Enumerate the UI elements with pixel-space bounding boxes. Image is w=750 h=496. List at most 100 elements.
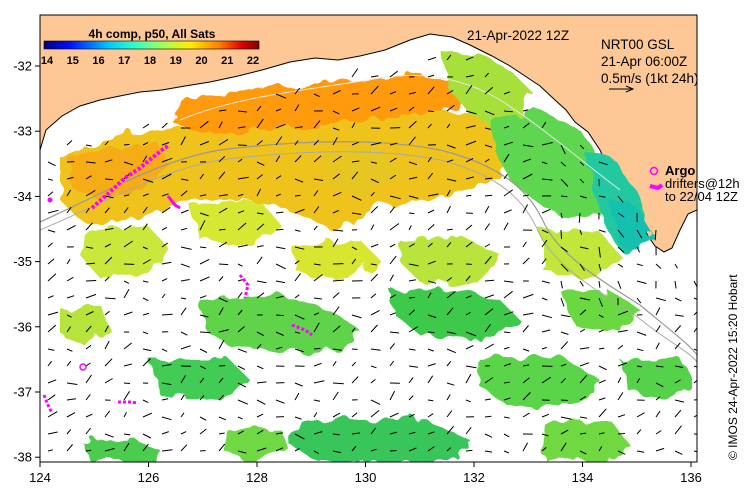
current-vector [446, 89, 454, 95]
current-vector [427, 260, 436, 265]
current-vector [655, 430, 662, 435]
current-vector [598, 246, 601, 258]
current-vector [408, 243, 415, 248]
current-vector [408, 136, 416, 146]
current-vector [199, 295, 207, 299]
current-vector [104, 207, 110, 214]
current-vector [579, 347, 590, 350]
current-vector [617, 392, 624, 401]
map-area [40, 15, 697, 462]
current-vector [180, 375, 186, 384]
current-vector [560, 161, 566, 167]
current-vector [408, 296, 415, 299]
current-vector [275, 211, 284, 214]
current-vector [275, 295, 284, 299]
current-vector [275, 136, 283, 146]
current-vector [617, 310, 629, 316]
current-vector [332, 127, 340, 131]
current-vector [446, 228, 453, 231]
current-vector [655, 396, 661, 401]
current-vector [237, 222, 247, 231]
current-vector [85, 362, 91, 367]
current-vector [370, 410, 380, 418]
current-vector [408, 431, 416, 435]
colorbar-tick-label: 17 [118, 55, 130, 67]
current-vector [389, 255, 397, 265]
current-vector [370, 224, 375, 231]
current-vector [161, 122, 168, 129]
current-vector [693, 399, 697, 401]
current-vector [408, 263, 419, 267]
current-vector [199, 194, 207, 197]
current-vector [142, 312, 150, 316]
current-vector [389, 157, 397, 163]
legend-argo: Argo [665, 163, 695, 178]
current-vector [66, 412, 76, 418]
current-vector [256, 161, 265, 166]
current-vector [237, 158, 243, 163]
current-vector [503, 363, 511, 367]
current-vector [351, 171, 359, 180]
current-vector [199, 120, 209, 129]
current-vector [218, 276, 224, 282]
plot-frame [39, 14, 698, 463]
x-tick-label: 136 [680, 470, 702, 485]
y-axis: -32 -33 -34 -35 -36 -37 -38 [13, 59, 40, 465]
current-vector [199, 395, 205, 401]
current-vector [313, 93, 320, 98]
current-vector [313, 274, 323, 282]
current-vector [617, 263, 624, 268]
current-vector [180, 307, 187, 316]
current-vector [237, 210, 245, 214]
current-vector [541, 413, 550, 418]
current-vector [218, 241, 228, 248]
current-vector [85, 175, 92, 180]
current-vector [85, 344, 92, 350]
current-vector [275, 228, 284, 231]
colorbar-ticks: 14 15 16 17 18 19 20 21 22 [41, 55, 259, 67]
current-vector [484, 194, 493, 197]
colorbar-tick-label: 16 [92, 55, 104, 67]
current-vector [104, 325, 109, 333]
current-vector [674, 263, 678, 269]
current-vector [85, 207, 90, 214]
current-vector [503, 450, 510, 454]
current-vector [522, 293, 534, 299]
current-vector [332, 173, 341, 180]
current-vector [598, 432, 605, 435]
current-vector [503, 141, 513, 146]
current-vector [66, 348, 73, 352]
current-vector [218, 377, 224, 384]
current-vector [142, 297, 149, 302]
current-vector [351, 212, 362, 215]
current-vector [541, 329, 551, 333]
current-vector [427, 280, 437, 284]
current-vector [294, 140, 299, 146]
y-tick-label: -33 [13, 124, 32, 139]
current-vector [218, 228, 226, 231]
current-vector [123, 280, 130, 284]
current-vector [199, 141, 209, 146]
current-vector [256, 105, 262, 112]
current-vector [85, 144, 92, 147]
current-vector [389, 142, 398, 146]
current-vector [541, 314, 553, 319]
current-vector [313, 178, 324, 181]
current-vector [578, 212, 581, 223]
current-vector [199, 348, 208, 353]
current-vector [256, 399, 266, 405]
current-vector [389, 390, 396, 401]
current-vector [332, 391, 339, 401]
current-vector [47, 178, 54, 181]
current-vector [294, 104, 300, 112]
current-vector [313, 139, 320, 146]
current-vector [104, 178, 113, 181]
current-vector [123, 382, 131, 384]
current-vector [161, 416, 172, 421]
current-vector [522, 158, 531, 163]
y-tick-label: -32 [13, 59, 32, 74]
current-vector [85, 311, 94, 316]
current-vector [351, 122, 356, 129]
current-vector [446, 331, 457, 335]
current-vector [256, 256, 263, 265]
